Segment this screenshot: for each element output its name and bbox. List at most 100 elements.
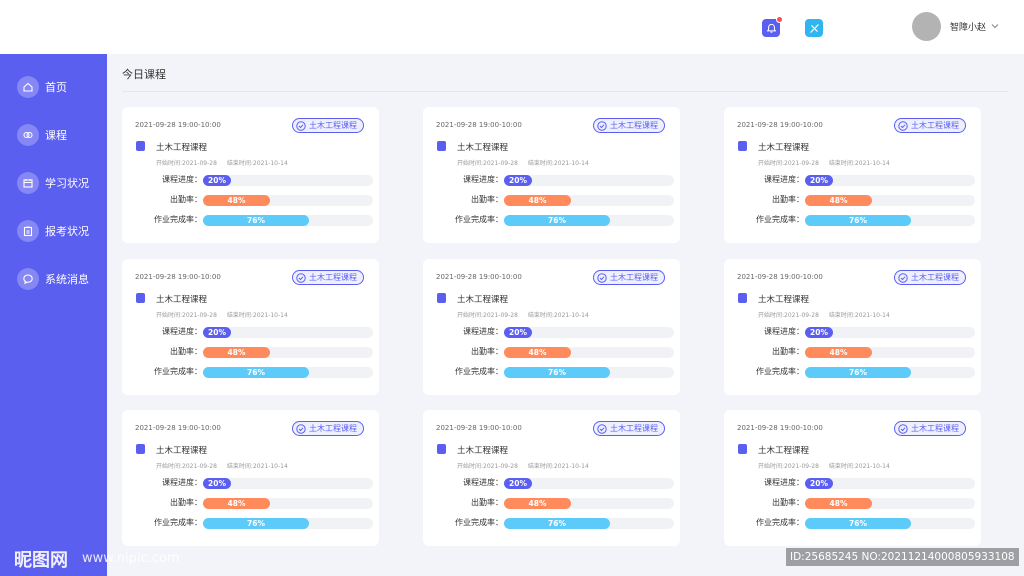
progress-value: 20% [509,479,527,488]
badge-label: 土木工程课程 [309,273,357,282]
course-badge[interactable]: 土木工程课程 [593,270,665,285]
homework-row: 作业完成率： 76% [122,517,379,529]
attendance-label: 出勤率： [772,498,804,507]
homework-track: 76% [504,215,674,226]
sidebar-item-study-status[interactable]: 学习状况 [17,171,89,195]
badge-label: 土木工程课程 [309,424,357,433]
end-time: 结束时间:2021-10-14 [527,160,589,167]
attendance-row: 出勤率： 48% [423,497,680,509]
progress-bar: 20% [203,478,231,489]
homework-label: 作业完成率： [756,367,804,376]
book-icon [437,293,446,303]
course-badge[interactable]: 土木工程课程 [292,118,364,133]
sidebar-item-label: 学习状况 [45,177,89,190]
course-badge[interactable]: 土木工程课程 [894,270,966,285]
course-badge[interactable]: 土木工程课程 [292,270,364,285]
homework-value: 76% [247,519,265,528]
sidebar-item-course[interactable]: 课程 [17,123,67,147]
homework-track: 76% [504,518,674,529]
course-badge[interactable]: 土木工程课程 [894,421,966,436]
start-time: 开始时间:2021-09-28 [457,312,518,319]
course-card[interactable]: 2021-09-28 19:00-10:00 土木工程课程 土木工程课程 开始时间:… [122,410,379,546]
course-card[interactable]: 2021-09-28 19:00-10:00 土木工程课程 土木工程课程 开始时间:… [122,107,379,243]
homework-row: 作业完成率： 76% [122,366,379,378]
chevron-down-icon[interactable] [990,21,1000,31]
sidebar-item-label: 报考状况 [45,225,89,238]
course-title: 土木工程课程 [457,143,509,153]
homework-row: 作业完成率： 76% [122,214,379,226]
clipboard-icon [17,220,39,242]
attendance-label: 出勤率： [471,195,503,204]
homework-bar: 76% [805,215,911,226]
book-icon [738,444,747,454]
progress-label: 课程进度： [764,478,804,487]
sidebar-item-exam-status[interactable]: 报考状况 [17,219,89,243]
course-card[interactable]: 2021-09-28 19:00-10:00 土木工程课程 土木工程课程 开始时间:… [423,107,680,243]
attendance-track: 48% [504,498,674,509]
start-time: 开始时间:2021-09-28 [457,160,518,167]
homework-row: 作业完成率： 76% [724,517,981,529]
attendance-row: 出勤率： 48% [423,346,680,358]
badge-label: 土木工程课程 [911,273,959,282]
sidebar-item-messages[interactable]: 系统消息 [17,267,89,291]
homework-row: 作业完成率： 76% [423,517,680,529]
homework-label: 作业完成率： [756,215,804,224]
course-card[interactable]: 2021-09-28 19:00-10:00 土木工程课程 土木工程课程 开始时间:… [423,259,680,395]
sidebar-item-home[interactable]: 首页 [17,75,67,99]
course-times: 开始时间:2021-09-28 结束时间:2021-10-14 [457,158,599,167]
sidebar: 首页 课程 学习状况 报考状况 系统消息 [0,54,107,576]
start-time: 开始时间:2021-09-28 [457,463,518,470]
course-card[interactable]: 2021-09-28 19:00-10:00 土木工程课程 土木工程课程 开始时间:… [724,259,981,395]
course-title: 土木工程课程 [156,143,208,153]
progress-bar: 20% [504,175,532,186]
badge-label: 土木工程课程 [610,273,658,282]
tool-icon[interactable] [805,19,823,37]
course-badge[interactable]: 土木工程课程 [894,118,966,133]
homework-value: 76% [548,519,566,528]
progress-bar: 20% [805,327,833,338]
attendance-label: 出勤率： [170,347,202,356]
homework-track: 76% [203,367,373,378]
username[interactable]: 智障小赵 [950,23,987,33]
attendance-value: 48% [829,196,848,205]
avatar[interactable] [912,12,941,41]
progress-track: 20% [504,175,674,186]
attendance-track: 48% [805,498,975,509]
course-times: 开始时间:2021-09-28 结束时间:2021-10-14 [457,310,599,319]
attendance-row: 出勤率： 48% [724,346,981,358]
course-card[interactable]: 2021-09-28 19:00-10:00 土木工程课程 土木工程课程 开始时间:… [423,410,680,546]
progress-label: 课程进度： [764,327,804,336]
course-card[interactable]: 2021-09-28 19:00-10:00 土木工程课程 土木工程课程 开始时间:… [724,410,981,546]
badge-label: 土木工程课程 [911,121,959,130]
course-card[interactable]: 2021-09-28 19:00-10:00 土木工程课程 土木工程课程 开始时间:… [122,259,379,395]
course-badge[interactable]: 土木工程课程 [593,118,665,133]
progress-label: 课程进度： [162,478,202,487]
bell-icon[interactable] [762,16,783,37]
start-time: 开始时间:2021-09-28 [156,312,217,319]
course-badge[interactable]: 土木工程课程 [593,421,665,436]
progress-track: 20% [504,478,674,489]
start-time: 开始时间:2021-09-28 [156,160,217,167]
card-date: 2021-09-28 19:00-10:00 [737,273,823,281]
course-title: 土木工程课程 [457,295,509,305]
attendance-bar: 48% [805,195,872,206]
book-icon [136,444,145,454]
homework-label: 作业完成率： [455,518,503,527]
check-icon [898,120,908,131]
course-card[interactable]: 2021-09-28 19:00-10:00 土木工程课程 土木工程课程 开始时间:… [724,107,981,243]
attendance-row: 出勤率： 48% [122,346,379,358]
homework-label: 作业完成率： [154,215,202,224]
progress-bar: 20% [805,478,833,489]
notification-dot [776,16,783,23]
attendance-label: 出勤率： [170,195,202,204]
progress-value: 20% [810,328,828,337]
homework-value: 76% [849,368,867,377]
homework-bar: 76% [805,367,911,378]
course-badge[interactable]: 土木工程课程 [292,421,364,436]
progress-row: 课程进度： 20% [724,477,981,489]
progress-bar: 20% [203,175,231,186]
attendance-value: 48% [227,499,246,508]
attendance-bar: 48% [504,347,571,358]
attendance-track: 48% [203,347,373,358]
course-title: 土木工程课程 [156,295,208,305]
